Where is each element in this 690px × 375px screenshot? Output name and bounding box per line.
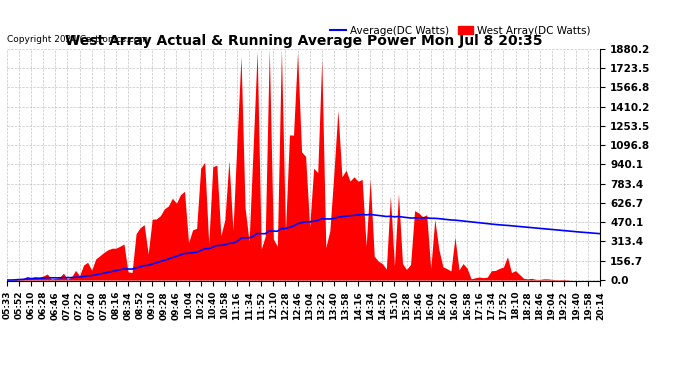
Legend: Average(DC Watts), West Array(DC Watts): Average(DC Watts), West Array(DC Watts) [326, 21, 595, 40]
Text: Copyright 2024 Cartronics.com: Copyright 2024 Cartronics.com [7, 35, 148, 44]
Title: West Array Actual & Running Average Power Mon Jul 8 20:35: West Array Actual & Running Average Powe… [65, 34, 542, 48]
